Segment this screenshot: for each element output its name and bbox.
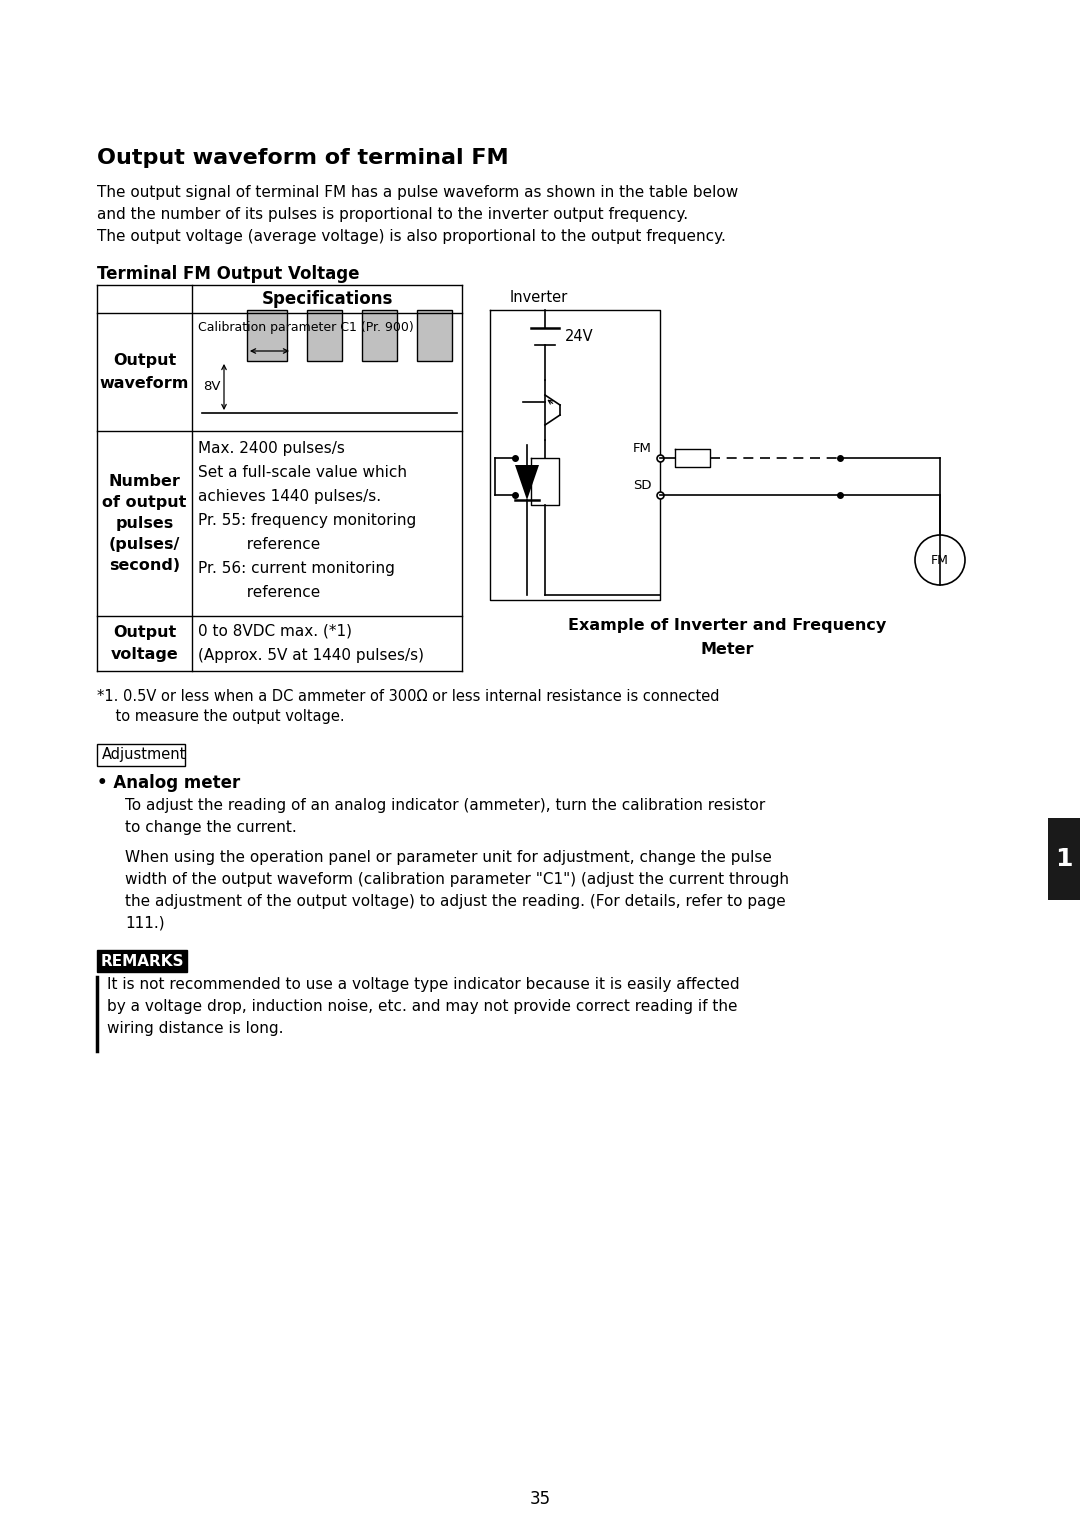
Polygon shape <box>515 465 539 501</box>
Text: Max. 2400 pulses/s: Max. 2400 pulses/s <box>198 441 345 456</box>
Text: Output
waveform: Output waveform <box>99 354 189 391</box>
Bar <box>247 310 287 362</box>
Text: 0 to 8VDC max. (*1): 0 to 8VDC max. (*1) <box>198 624 352 639</box>
Text: To adjust the reading of an analog indicator (ammeter), turn the calibration res: To adjust the reading of an analog indic… <box>125 798 766 813</box>
Bar <box>97 951 187 972</box>
Text: *1. 0.5V or less when a DC ammeter of 300Ω or less internal resistance is connec: *1. 0.5V or less when a DC ammeter of 30… <box>97 690 719 703</box>
Text: 1: 1 <box>1055 847 1072 871</box>
Text: wiring distance is long.: wiring distance is long. <box>107 1021 283 1036</box>
Text: FM: FM <box>633 443 652 455</box>
Text: width of the output waveform (calibration parameter "C1") (adjust the current th: width of the output waveform (calibratio… <box>125 871 789 887</box>
Text: 8V: 8V <box>203 380 221 394</box>
Text: (Approx. 5V at 1440 pulses/s): (Approx. 5V at 1440 pulses/s) <box>198 649 424 662</box>
Text: by a voltage drop, induction noise, etc. and may not provide correct reading if : by a voltage drop, induction noise, etc.… <box>107 1000 738 1013</box>
Text: • Analog meter: • Analog meter <box>97 774 240 792</box>
Text: Terminal FM Output Voltage: Terminal FM Output Voltage <box>97 266 360 282</box>
Text: Number
of output
pulses
(pulses/
second): Number of output pulses (pulses/ second) <box>103 475 187 572</box>
Text: REMARKS: REMARKS <box>100 954 184 969</box>
Text: to change the current.: to change the current. <box>125 819 297 835</box>
Text: Inverter: Inverter <box>510 290 568 305</box>
Text: Meter: Meter <box>701 642 754 658</box>
Text: Adjustment: Adjustment <box>102 748 187 761</box>
Text: The output voltage (average voltage) is also proportional to the output frequenc: The output voltage (average voltage) is … <box>97 229 726 244</box>
Text: It is not recommended to use a voltage type indicator because it is easily affec: It is not recommended to use a voltage t… <box>107 977 740 992</box>
Bar <box>307 310 342 362</box>
Text: Pr. 56: current monitoring: Pr. 56: current monitoring <box>198 562 395 575</box>
Text: 24V: 24V <box>565 330 594 343</box>
Text: Pr. 55: frequency monitoring: Pr. 55: frequency monitoring <box>198 513 416 528</box>
Text: When using the operation panel or parameter unit for adjustment, change the puls: When using the operation panel or parame… <box>125 850 772 865</box>
Text: SD: SD <box>634 479 652 491</box>
Text: Output waveform of terminal FM: Output waveform of terminal FM <box>97 148 509 168</box>
Text: reference: reference <box>198 584 321 600</box>
Text: Output
voltage: Output voltage <box>110 626 178 662</box>
Text: 35: 35 <box>529 1489 551 1508</box>
Text: the adjustment of the output voltage) to adjust the reading. (For details, refer: the adjustment of the output voltage) to… <box>125 894 786 909</box>
Text: and the number of its pulses is proportional to the inverter output frequency.: and the number of its pulses is proporti… <box>97 208 688 221</box>
Text: reference: reference <box>198 537 321 552</box>
Text: The output signal of terminal FM has a pulse waveform as shown in the table belo: The output signal of terminal FM has a p… <box>97 185 739 200</box>
Bar <box>97 745 185 766</box>
Text: achieves 1440 pulses/s.: achieves 1440 pulses/s. <box>198 488 381 504</box>
Text: 111.): 111.) <box>125 916 164 931</box>
Text: FM: FM <box>931 554 949 566</box>
Text: to measure the output voltage.: to measure the output voltage. <box>97 710 345 723</box>
Bar <box>417 310 453 362</box>
Bar <box>362 310 397 362</box>
Text: Example of Inverter and Frequency: Example of Inverter and Frequency <box>568 618 887 633</box>
Bar <box>1048 818 1080 900</box>
Text: Set a full-scale value which: Set a full-scale value which <box>198 465 407 481</box>
Text: Specifications: Specifications <box>261 290 393 308</box>
Text: Calibration parameter C1 (Pr. 900): Calibration parameter C1 (Pr. 900) <box>198 320 414 334</box>
